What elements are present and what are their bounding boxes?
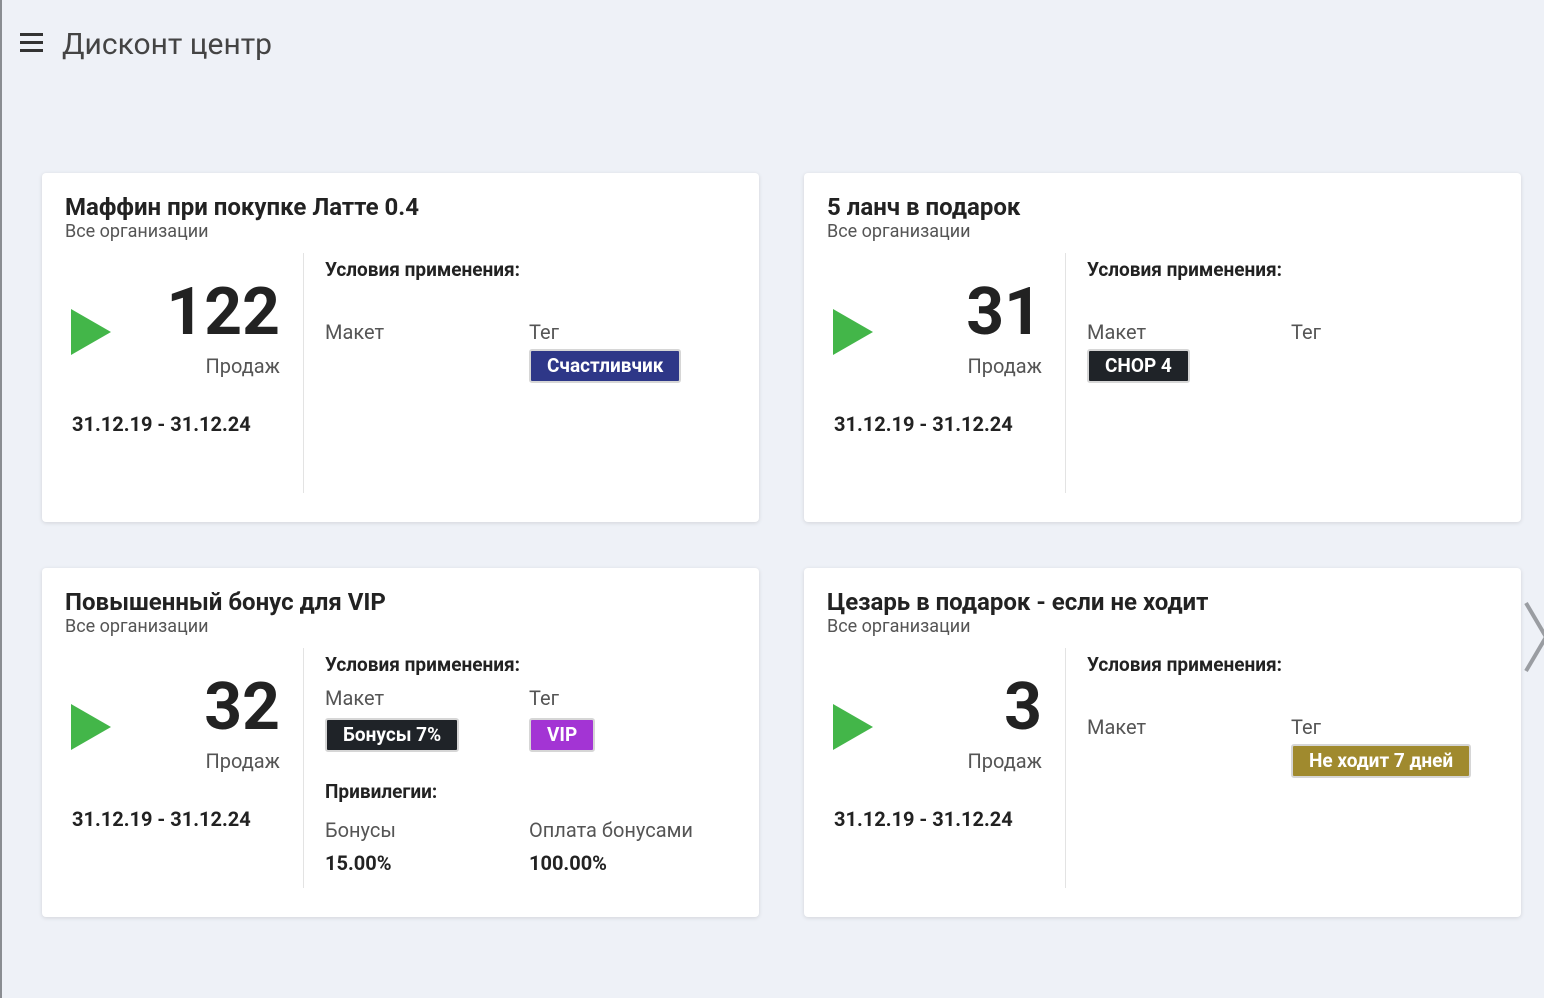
discount-card[interactable]: Повышенный бонус для VIP Все организации 3…	[42, 568, 759, 917]
layout-badge: Бонусы 7%	[325, 718, 460, 752]
tag-badge: Счастливчик	[529, 349, 682, 383]
privilege-label: Оплата бонусами	[529, 818, 693, 842]
divider	[1065, 648, 1066, 888]
date-range: 31.12.19 - 31.12.24	[834, 807, 1013, 831]
play-icon[interactable]	[833, 309, 875, 355]
sales-label: Продаж	[967, 354, 1042, 378]
date-range: 31.12.19 - 31.12.24	[72, 807, 251, 831]
conditions-heading: Условия применения:	[325, 653, 521, 676]
layout-label: Макет	[325, 320, 385, 344]
card-title: Повышенный бонус для VIP	[65, 588, 386, 616]
divider	[303, 648, 304, 888]
tag-label: Тег	[1291, 715, 1321, 739]
privilege-value: 15.00%	[325, 851, 392, 875]
sales-count: 122	[166, 274, 280, 351]
tag-label: Тег	[1291, 320, 1321, 344]
card-title: Цезарь в подарок - если не ходит	[827, 588, 1209, 616]
conditions-heading: Условия применения:	[325, 258, 521, 281]
menu-icon[interactable]	[20, 32, 44, 54]
sales-label: Продаж	[205, 749, 280, 773]
discount-card[interactable]: Маффин при покупке Латте 0.4 Все организа…	[42, 173, 759, 522]
layout-label: Макет	[1087, 715, 1147, 739]
discount-card[interactable]: 5 ланч в подарок Все организации 31 Продаж 3…	[804, 173, 1521, 522]
card-subtitle: Все организации	[827, 221, 971, 242]
card-title: Маффин при покупке Латте 0.4	[65, 193, 420, 221]
card-subtitle: Все организации	[65, 616, 209, 637]
sales-label: Продаж	[205, 354, 280, 378]
sales-label: Продаж	[967, 749, 1042, 773]
tag-label: Тег	[529, 686, 559, 710]
tag-badge: VIP	[529, 718, 596, 752]
divider	[303, 253, 304, 493]
page-title: Дисконт центр	[62, 27, 273, 62]
conditions-heading: Условия применения:	[1087, 258, 1283, 281]
divider	[1065, 253, 1066, 493]
play-icon[interactable]	[833, 704, 875, 750]
discount-card[interactable]: Цезарь в подарок - если не ходит Все орга…	[804, 568, 1521, 917]
tag-label: Тег	[529, 320, 559, 344]
sales-count: 3	[1004, 669, 1042, 746]
date-range: 31.12.19 - 31.12.24	[72, 412, 251, 436]
sales-count: 31	[966, 274, 1042, 351]
date-range: 31.12.19 - 31.12.24	[834, 412, 1013, 436]
layout-badge: CHOP 4	[1087, 349, 1190, 383]
card-subtitle: Все организации	[65, 221, 209, 242]
tag-badge: Не ходит 7 дней	[1291, 744, 1472, 778]
card-subtitle: Все организации	[827, 616, 971, 637]
layout-label: Макет	[1087, 320, 1147, 344]
privilege-label: Бонусы	[325, 818, 396, 842]
next-arrow[interactable]	[1522, 600, 1544, 674]
play-icon[interactable]	[71, 309, 113, 355]
privilege-value: 100.00%	[529, 851, 607, 875]
conditions-heading: Условия применения:	[1087, 653, 1283, 676]
layout-label: Макет	[325, 686, 385, 710]
card-title: 5 ланч в подарок	[827, 193, 1021, 221]
privileges-heading: Привилегии:	[325, 780, 438, 803]
play-icon[interactable]	[71, 704, 113, 750]
sales-count: 32	[204, 669, 280, 746]
